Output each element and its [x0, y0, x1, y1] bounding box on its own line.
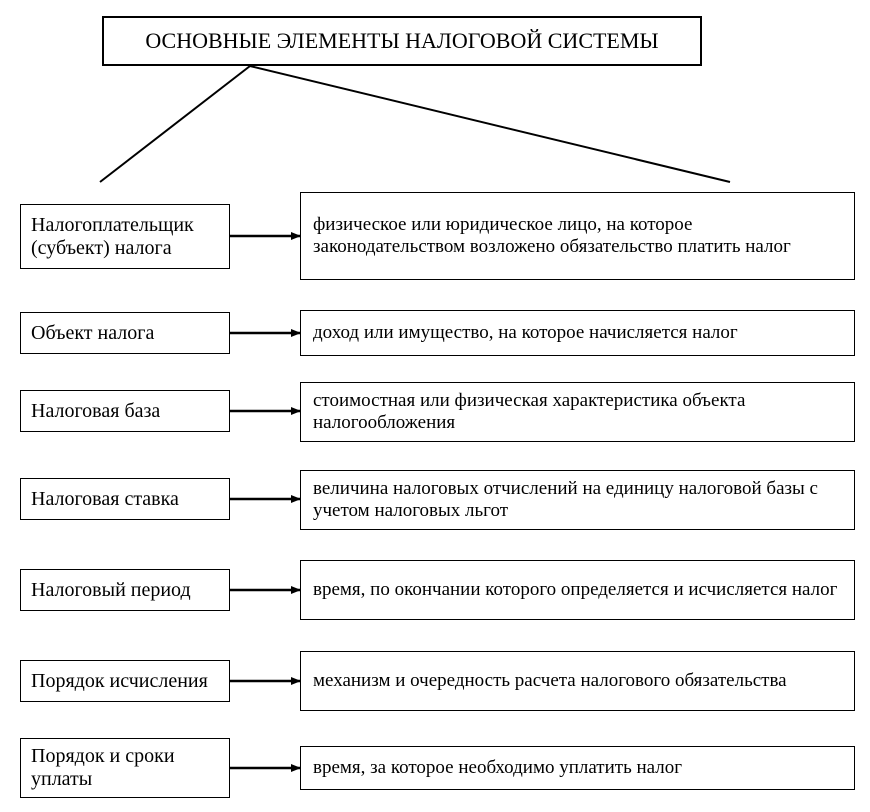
element-term-text: Налоговая ставка [31, 488, 179, 511]
element-term-text: Порядок исчисления [31, 670, 208, 693]
element-term-box: Налоговая база [20, 390, 230, 432]
element-term-box: Налогоплательщик (субъект) налога [20, 204, 230, 269]
element-term-box: Налоговый период [20, 569, 230, 611]
element-term-box: Налоговая ставка [20, 478, 230, 520]
diagram-title-box: ОСНОВНЫЕ ЭЛЕМЕНТЫ НАЛОГОВОЙ СИСТЕМЫ [102, 16, 702, 66]
element-definition-box: стоимостная или физическая характеристик… [300, 382, 855, 442]
element-term-text: Объект налога [31, 322, 154, 345]
row-arrows [230, 236, 300, 768]
element-definition-box: время, по окончании которого определяетс… [300, 560, 855, 620]
diagram-title-text: ОСНОВНЫЕ ЭЛЕМЕНТЫ НАЛОГОВОЙ СИСТЕМЫ [145, 28, 658, 54]
element-definition-box: величина налоговых отчислений на единицу… [300, 470, 855, 530]
element-term-text: Налоговая база [31, 400, 160, 423]
element-definition-text: физическое или юридическое лицо, на кото… [313, 214, 842, 258]
element-term-text: Налогоплательщик (субъект) налога [31, 214, 219, 260]
element-definition-box: физическое или юридическое лицо, на кото… [300, 192, 855, 280]
element-definition-text: доход или имущество, на которое начисляе… [313, 322, 738, 344]
title-connector-line [100, 66, 250, 182]
element-definition-text: механизм и очередность расчета налоговог… [313, 670, 787, 692]
element-definition-box: время, за которое необходимо уплатить на… [300, 746, 855, 790]
element-term-text: Порядок и сроки уплаты [31, 745, 219, 791]
element-term-box: Порядок и сроки уплаты [20, 738, 230, 798]
element-definition-text: величина налоговых отчислений на единицу… [313, 478, 842, 522]
element-term-text: Налоговый период [31, 579, 191, 602]
title-connector-lines [100, 66, 730, 182]
element-definition-box: механизм и очередность расчета налоговог… [300, 651, 855, 711]
element-definition-text: время, за которое необходимо уплатить на… [313, 757, 682, 779]
element-definition-text: время, по окончании которого определяетс… [313, 579, 837, 601]
title-connector-line [250, 66, 730, 182]
element-definition-text: стоимостная или физическая характеристик… [313, 390, 842, 434]
element-term-box: Объект налога [20, 312, 230, 354]
element-definition-box: доход или имущество, на которое начисляе… [300, 310, 855, 356]
element-term-box: Порядок исчисления [20, 660, 230, 702]
